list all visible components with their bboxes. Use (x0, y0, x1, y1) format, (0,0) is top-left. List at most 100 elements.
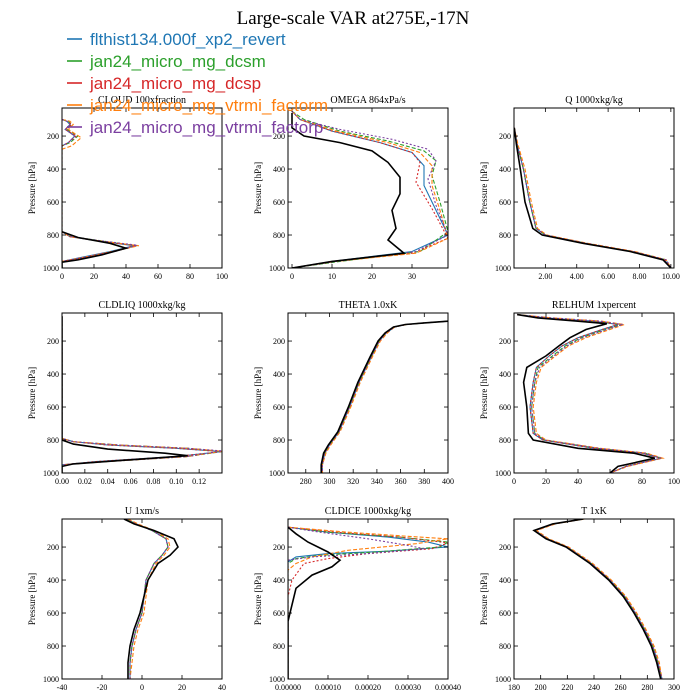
x-tick-label: 0.02 (78, 477, 92, 486)
series-line (288, 526, 448, 679)
x-tick-label: 340 (371, 477, 383, 486)
legend-item: jan24_micro_mg_vtrmi_factorm (67, 96, 328, 115)
y-tick-label: 200 (47, 337, 59, 346)
x-tick-label: 0.00010 (315, 683, 341, 692)
series-line (125, 519, 169, 679)
x-tick-label: 0.00020 (355, 683, 381, 692)
x-tick-label: 60 (154, 272, 162, 281)
panel-title: CLOUD 100xfraction (98, 95, 186, 106)
panel-title: Q 1000xkg/kg (565, 95, 623, 106)
chart-panel-6: RELHUM 1xpercent 0 20 40 60 80 100 200 400 600 800… (479, 300, 680, 486)
series-line (62, 316, 188, 473)
series-line (288, 526, 448, 679)
y-tick-label: 400 (47, 370, 59, 379)
x-tick-label: 40 (122, 272, 130, 281)
y-axis-label: Pressure [hPa] (253, 573, 263, 625)
series-line (320, 320, 448, 473)
x-tick-label: 0 (290, 272, 294, 281)
series-line (517, 314, 664, 473)
series-line (514, 127, 672, 268)
x-tick-label: 40 (218, 683, 226, 692)
chart-panel-5: THETA 1.0xK 280 300 320 340 360 380 400 200 400 60… (253, 300, 454, 486)
y-tick-label: 800 (47, 436, 59, 445)
series-line (514, 127, 672, 268)
legend-label: jan24_micro_mg_dcsp (89, 74, 261, 93)
y-tick-label: 800 (47, 642, 59, 651)
y-tick-label: 600 (499, 403, 511, 412)
plot-frame (61, 312, 223, 474)
figure-title: Large-scale VAR at275E,-17N (237, 8, 470, 29)
x-tick-label: 100 (216, 272, 228, 281)
chart-panel-3: Q 1000xkg/kg 2.00 4.00 6.00 8.00 10.00 200 400 6… (479, 95, 680, 281)
y-tick-label: 1000 (269, 469, 285, 478)
y-axis-label: Pressure [hPa] (479, 367, 489, 419)
series-line (517, 313, 655, 473)
y-tick-label: 400 (273, 576, 285, 585)
y-tick-label: 1000 (269, 264, 285, 273)
y-tick-label: 800 (273, 642, 285, 651)
y-tick-label: 800 (499, 642, 511, 651)
panel-title: U 1xm/s (125, 506, 159, 517)
chart-panel-1: CLOUD 100xfraction 0 20 40 60 80 100 200 400 600 8… (27, 95, 228, 281)
y-tick-label: 800 (273, 231, 285, 240)
y-tick-label: 400 (273, 165, 285, 174)
panel-title: T 1xK (581, 506, 607, 517)
y-tick-label: 600 (499, 609, 511, 618)
series-line (62, 230, 129, 268)
plot-frame (61, 518, 223, 680)
series-line (62, 118, 138, 268)
y-axis-label: Pressure [hPa] (253, 162, 263, 214)
series-line (125, 519, 169, 679)
legend-item: flthist134.000f_xp2_revert (67, 30, 286, 49)
series-line (514, 127, 672, 268)
x-tick-label: 240 (588, 683, 600, 692)
series-line (288, 526, 342, 679)
legend-item: jan24_micro_mg_dcsp (67, 74, 261, 93)
x-tick-label: 400 (442, 477, 454, 486)
x-tick-label: 280 (300, 477, 312, 486)
y-tick-label: 600 (499, 198, 511, 207)
y-axis-label: Pressure [hPa] (27, 573, 37, 625)
y-tick-label: 600 (273, 198, 285, 207)
x-tick-label: 0.00030 (395, 683, 421, 692)
x-tick-label: 0.06 (124, 477, 138, 486)
y-tick-label: 600 (47, 403, 59, 412)
series-line (517, 314, 662, 473)
series-line (62, 118, 138, 268)
y-tick-label: 1000 (269, 675, 285, 684)
y-axis-label: Pressure [hPa] (27, 367, 37, 419)
y-axis-label: Pressure [hPa] (479, 162, 489, 214)
y-tick-label: 400 (499, 576, 511, 585)
x-tick-label: 80 (186, 272, 194, 281)
series-line (123, 519, 179, 679)
x-tick-label: 200 (535, 683, 547, 692)
legend-label: jan24_micro_mg_vtrmi_factorp (89, 118, 323, 137)
plot-frame (513, 312, 675, 474)
series-line (127, 519, 171, 679)
y-tick-label: 400 (499, 165, 511, 174)
series-line (288, 526, 448, 679)
x-tick-label: 300 (323, 477, 335, 486)
y-tick-label: 1000 (495, 469, 511, 478)
x-tick-label: 0.00000 (275, 683, 301, 692)
series-line (62, 316, 222, 473)
x-tick-label: 4.00 (570, 272, 584, 281)
x-tick-label: 0.00 (55, 477, 69, 486)
series-line (125, 519, 169, 679)
x-tick-label: 80 (638, 477, 646, 486)
chart-panel-7: U 1xm/s -40 -20 0 20 40 200 400 600 800 1000 Pressu… (27, 506, 226, 692)
x-tick-label: 360 (395, 477, 407, 486)
y-axis-label: Pressure [hPa] (27, 162, 37, 214)
x-tick-label: 60 (606, 477, 614, 486)
y-tick-label: 400 (47, 165, 59, 174)
x-tick-label: 320 (347, 477, 359, 486)
y-tick-label: 600 (47, 609, 59, 618)
chart-panel-8: CLDICE 1000xkg/kg 0.00000 0.00010 0.00020 0.… (253, 506, 461, 692)
x-tick-label: 8.00 (632, 272, 646, 281)
y-tick-label: 600 (273, 609, 285, 618)
plot-frame (287, 107, 449, 269)
y-tick-label: 1000 (43, 469, 59, 478)
x-tick-label: 20 (542, 477, 550, 486)
y-tick-label: 200 (47, 543, 59, 552)
